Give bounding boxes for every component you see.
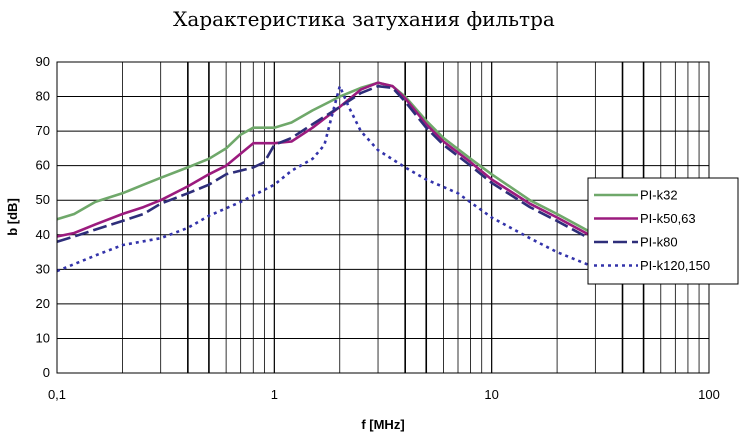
series-line [56, 81, 611, 243]
series-line [56, 84, 611, 249]
y-tick-label: 40 [36, 227, 50, 242]
legend-label: PI-k32 [640, 188, 678, 203]
y-tick-label: 60 [36, 158, 50, 173]
y-tick-label: 20 [36, 296, 50, 311]
series-line [56, 81, 611, 247]
x-tick-label: 10 [484, 387, 498, 402]
series-lines [56, 81, 611, 273]
legend-label: PI-k50,63 [640, 211, 696, 226]
series-line [56, 84, 611, 273]
legend-label: PI-k120,150 [640, 258, 710, 273]
x-tick-label: 1 [271, 387, 278, 402]
grid [56, 61, 710, 374]
y-tick-label: 30 [36, 261, 50, 276]
x-tick-label: 100 [698, 387, 720, 402]
y-tick-label: 10 [36, 330, 50, 345]
axis-ticks: 0 10 20 30 40 50 60 70 80 90 0,1 1 10 100 [36, 54, 720, 402]
y-tick-label: 50 [36, 192, 50, 207]
y-axis-label: b [dB] [5, 198, 20, 236]
legend: PI-k32 PI-k50,63 PI-k80 PI-k120,150 [587, 177, 739, 285]
x-tick-label: 0,1 [48, 387, 66, 402]
y-tick-label: 80 [36, 89, 50, 104]
x-axis-label: f [MHz] [361, 417, 404, 432]
y-tick-label: 90 [36, 54, 50, 69]
y-tick-label: 70 [36, 123, 50, 138]
legend-label: PI-k80 [640, 235, 678, 250]
y-tick-label: 0 [43, 365, 50, 380]
chart-title: Характеристика затухания фильтра [173, 7, 555, 31]
